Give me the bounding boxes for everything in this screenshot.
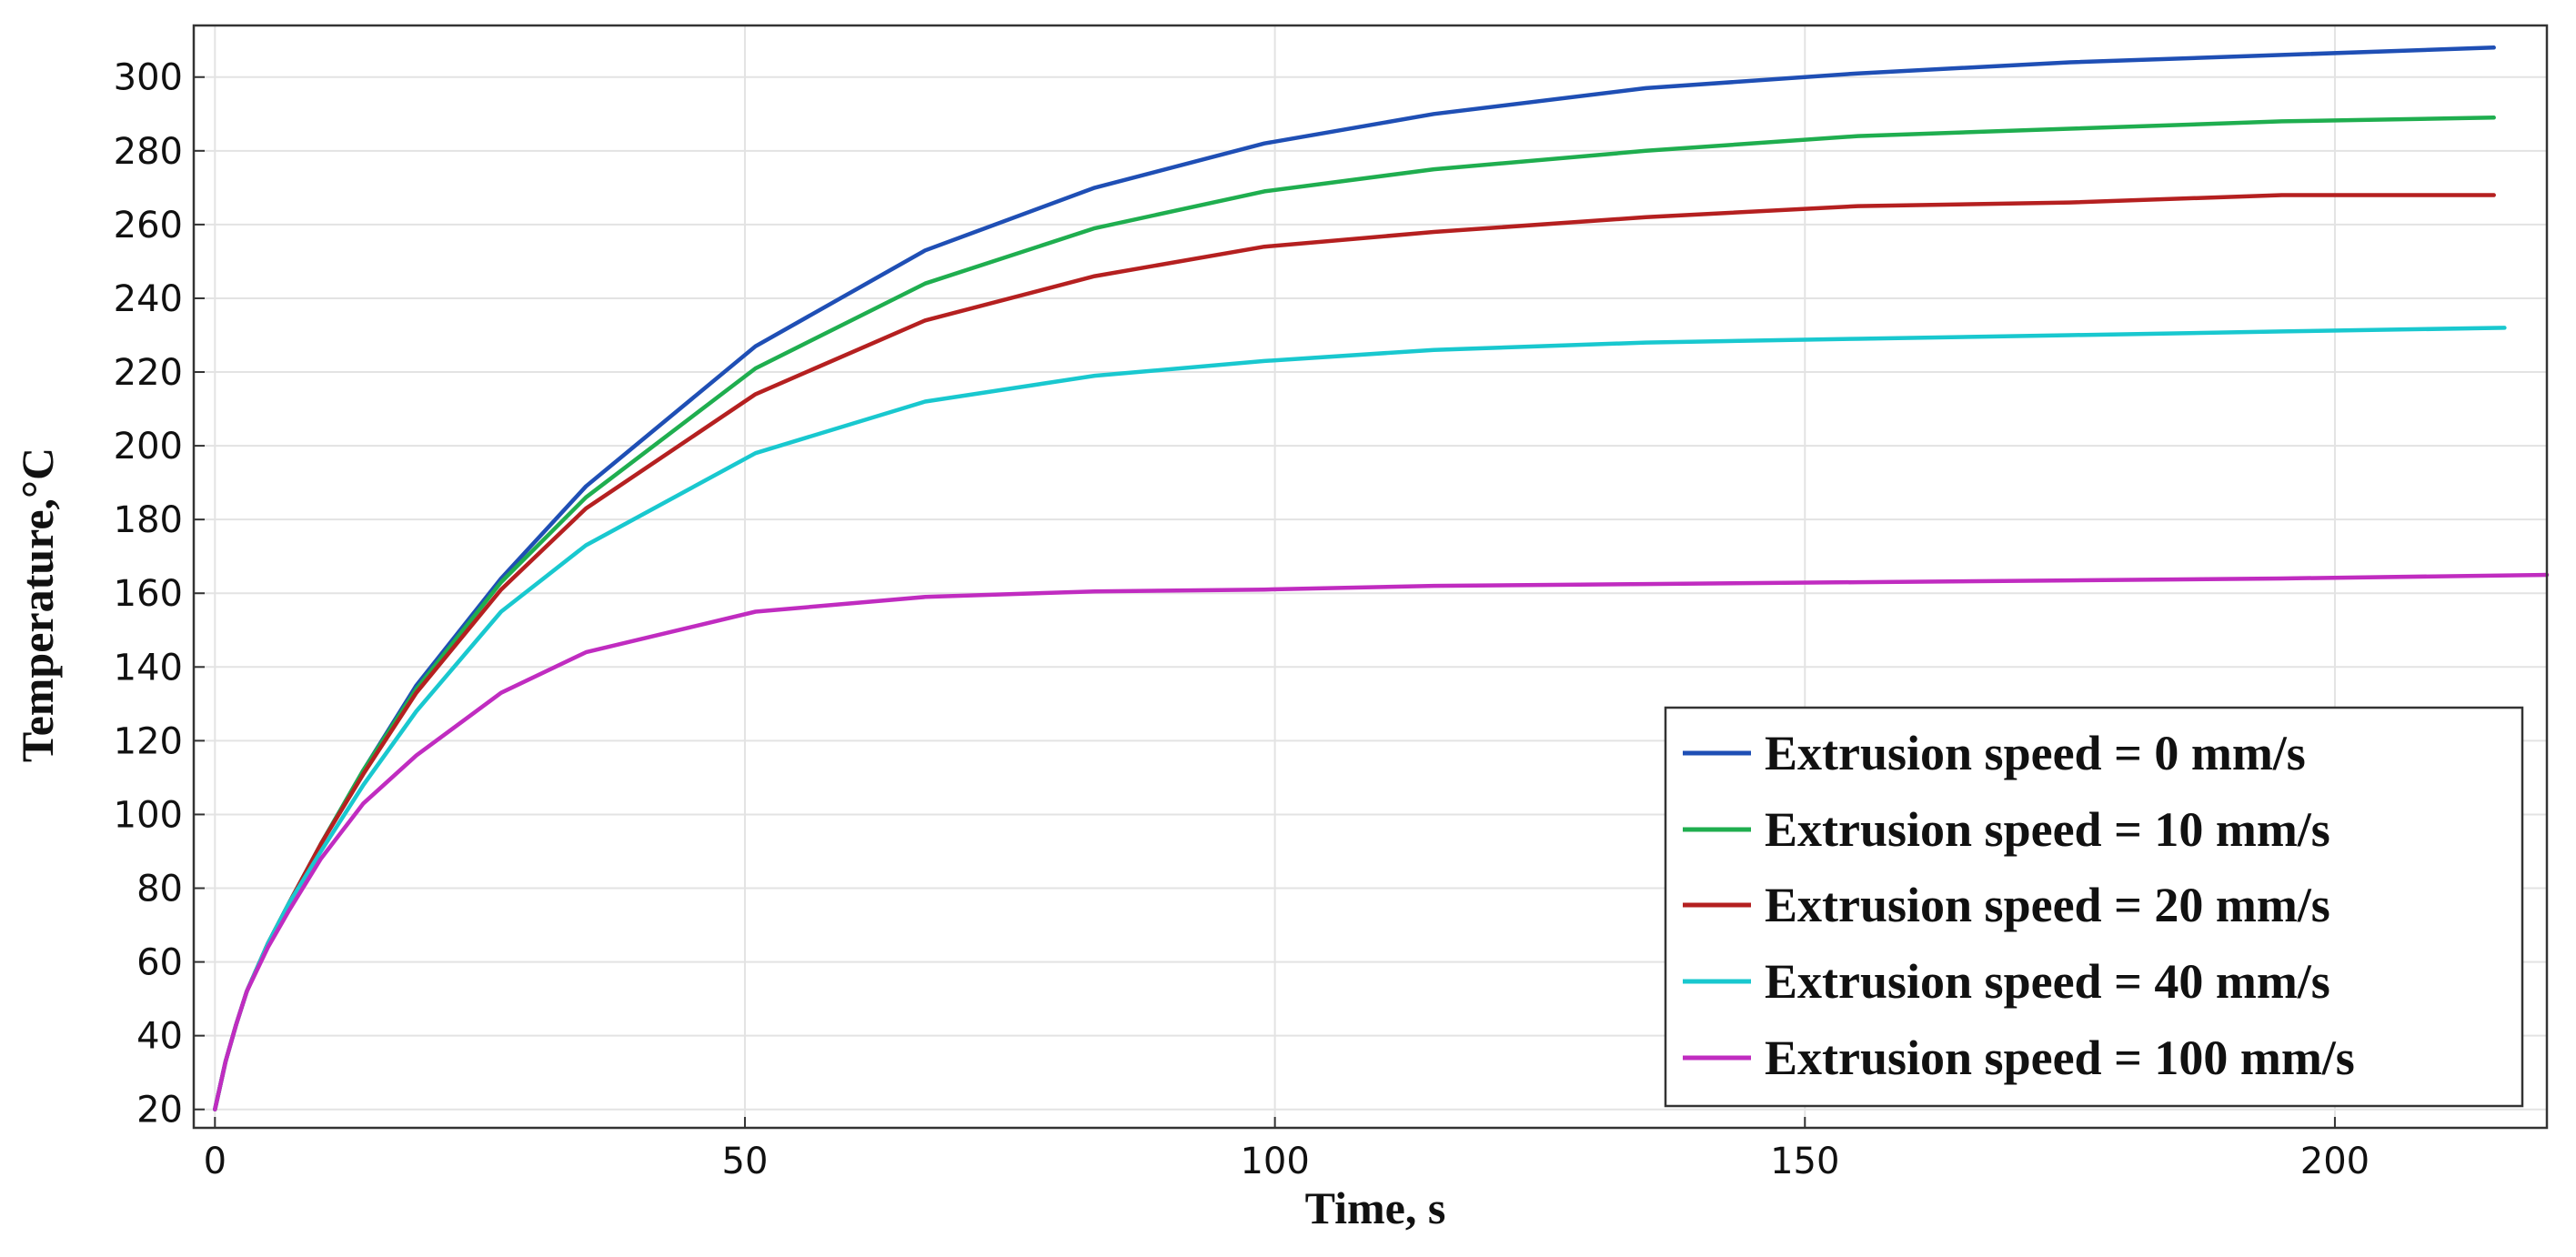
legend-box	[1664, 706, 2524, 1108]
series-line-speed-100	[213, 572, 2550, 1111]
y-tick-label-180: 180	[114, 499, 183, 541]
y-tick-label-220: 220	[114, 352, 183, 394]
y-axis-ticks: 20 40 60 80 100 120 140 160 180 200 220 240 260 280 30…	[114, 57, 205, 1131]
x-tick-label-200: 200	[2300, 1141, 2370, 1182]
y-tick-label-100: 100	[114, 794, 183, 836]
y-tick-label-40: 40	[136, 1016, 183, 1058]
y-tick-label-240: 240	[114, 278, 183, 320]
x-axis-ticks: 0 50 100 150 200	[204, 1117, 2370, 1182]
legend: Extrusion speed = 0 mm/s Extrusion speed…	[1664, 706, 2524, 1108]
series-lines	[213, 45, 2550, 1111]
grid-lines	[194, 25, 2547, 1128]
y-tick-label-60: 60	[136, 942, 183, 984]
y-tick-label-120: 120	[114, 720, 183, 762]
y-tick-label-200: 200	[114, 426, 183, 468]
y-tick-label-260: 260	[114, 205, 183, 246]
legend-label-speed-100: Extrusion speed = 100 mm/s	[1765, 1031, 2355, 1085]
plot-frame	[192, 24, 2549, 1130]
y-tick-label-20: 20	[136, 1090, 183, 1131]
y-tick-label-80: 80	[136, 869, 183, 910]
x-tick-label-100: 100	[1240, 1141, 1309, 1182]
x-axis-title: Time, s	[1305, 1182, 1446, 1233]
y-tick-label-140: 140	[114, 647, 183, 689]
legend-label-speed-40: Extrusion speed = 40 mm/s	[1765, 954, 2330, 1009]
y-tick-label-280: 280	[114, 131, 183, 173]
legend-label-speed-0: Extrusion speed = 0 mm/s	[1765, 726, 2306, 780]
y-tick-label-300: 300	[114, 57, 183, 99]
x-tick-label-0: 0	[204, 1141, 226, 1182]
x-tick-label-50: 50	[722, 1141, 769, 1182]
y-axis-title: Temperature,°C	[12, 447, 63, 762]
legend-label-speed-20: Extrusion speed = 20 mm/s	[1765, 878, 2330, 932]
x-tick-label-150: 150	[1770, 1141, 1839, 1182]
legend-label-speed-10: Extrusion speed = 10 mm/s	[1765, 802, 2330, 857]
y-tick-label-160: 160	[114, 573, 183, 615]
